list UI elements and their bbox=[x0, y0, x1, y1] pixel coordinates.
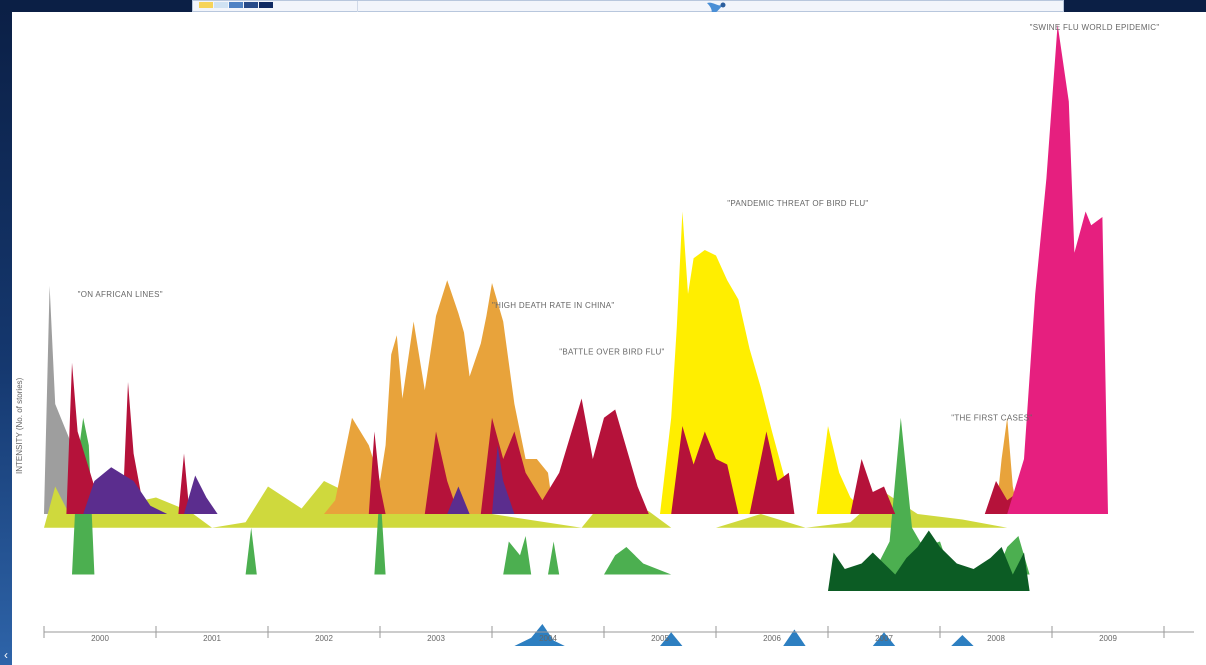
series-area-8 bbox=[828, 530, 1030, 591]
left-background-strip bbox=[0, 0, 12, 665]
annotation-4: "PANDEMIC THREAT OF BIRD FLU" bbox=[727, 199, 868, 208]
annotation-3: "BATTLE OVER BIRD FLU" bbox=[559, 348, 664, 357]
x-tick-label: 2007 bbox=[875, 634, 893, 643]
swatch-3 bbox=[229, 2, 243, 8]
chart: "ON AFRICAN LINES" "HIGH DEATH RATE IN CH… bbox=[15, 23, 1194, 646]
x-tick-label: 2003 bbox=[427, 634, 445, 643]
top-window-separator bbox=[357, 1, 358, 13]
series-area-5 bbox=[660, 211, 868, 514]
x-tick-label: 2006 bbox=[763, 634, 781, 643]
series-area-9 bbox=[514, 624, 974, 646]
annotation-1: "ON AFRICAN LINES" bbox=[78, 290, 163, 299]
x-tick-label: 2000 bbox=[91, 634, 109, 643]
y-axis-label: INTENSITY (No. of stories) bbox=[15, 377, 24, 474]
top-swatch-row bbox=[199, 2, 274, 8]
series-area-11 bbox=[1007, 24, 1108, 514]
x-axis-ticks: 2000 2001 2002 2003 2004 2005 2006 2007 2008 2009 bbox=[43, 626, 1165, 643]
series-area-6 bbox=[66, 362, 1024, 514]
swatch-1 bbox=[199, 2, 213, 8]
x-tick-label: 2008 bbox=[987, 634, 1005, 643]
blue-bird-icon bbox=[707, 2, 726, 15]
top-window-strip bbox=[192, 0, 1064, 15]
annotation-5: "THE FIRST CASES" bbox=[951, 414, 1032, 423]
series-area-7 bbox=[83, 445, 515, 514]
x-tick-label: 2009 bbox=[1099, 634, 1117, 643]
annotation-layer: "ON AFRICAN LINES" "HIGH DEATH RATE IN CH… bbox=[78, 23, 1160, 423]
x-tick-label: 2005 bbox=[651, 634, 669, 643]
x-tick-label: 2002 bbox=[315, 634, 333, 643]
series-layer bbox=[44, 24, 1108, 646]
chart-paper: "ON AFRICAN LINES" "HIGH DEATH RATE IN CH… bbox=[12, 12, 1206, 665]
x-tick-label: 2001 bbox=[203, 634, 221, 643]
series-area-1 bbox=[44, 285, 106, 514]
corner-glyph-icon: ‹ bbox=[4, 648, 8, 662]
annotation-6: "SWINE FLU WORLD EPIDEMIC" bbox=[1030, 23, 1160, 32]
x-tick-label: 2004 bbox=[539, 634, 557, 643]
series-area-2 bbox=[44, 481, 1052, 528]
annotation-2: "HIGH DEATH RATE IN CHINA" bbox=[492, 301, 615, 310]
swatch-5 bbox=[259, 2, 273, 8]
swatch-4 bbox=[244, 2, 258, 8]
swatch-2 bbox=[214, 2, 228, 8]
